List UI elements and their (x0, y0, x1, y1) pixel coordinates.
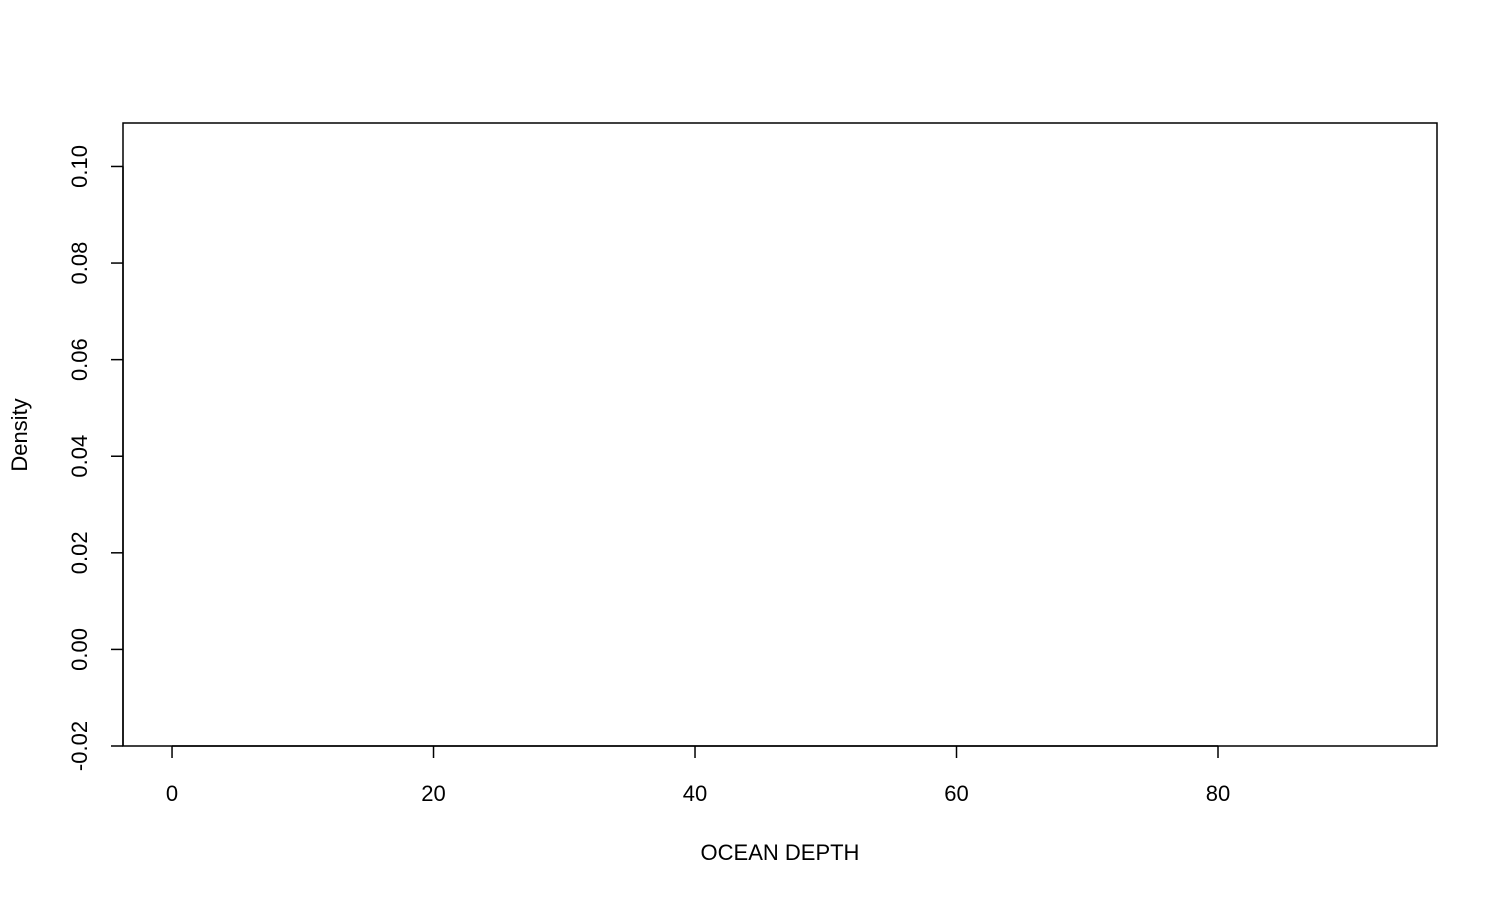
y-tick-label: 0.02 (67, 531, 92, 574)
y-tick-label: 0.04 (67, 435, 92, 478)
x-axis-title: OCEAN DEPTH (701, 840, 860, 865)
y-tick-label: 0.10 (67, 145, 92, 188)
x-axis: 0 20 40 60 80 (166, 745, 1230, 806)
y-tick-label: 0.00 (67, 628, 92, 671)
x-tick-label: 80 (1206, 781, 1230, 806)
y-tick-label: 0.08 (67, 242, 92, 285)
x-tick-label: 60 (944, 781, 968, 806)
x-tick-label: 20 (421, 781, 445, 806)
y-tick-label: -0.02 (67, 721, 92, 771)
y-axis-title: Density (7, 398, 32, 471)
x-tick-label: 40 (683, 781, 707, 806)
y-axis: -0.02 0.00 0.02 0.04 0.06 0.08 0.10 (67, 145, 124, 771)
x-tick-label: 0 (166, 781, 178, 806)
y-tick-label: 0.06 (67, 338, 92, 381)
plot-frame (122, 122, 1438, 747)
